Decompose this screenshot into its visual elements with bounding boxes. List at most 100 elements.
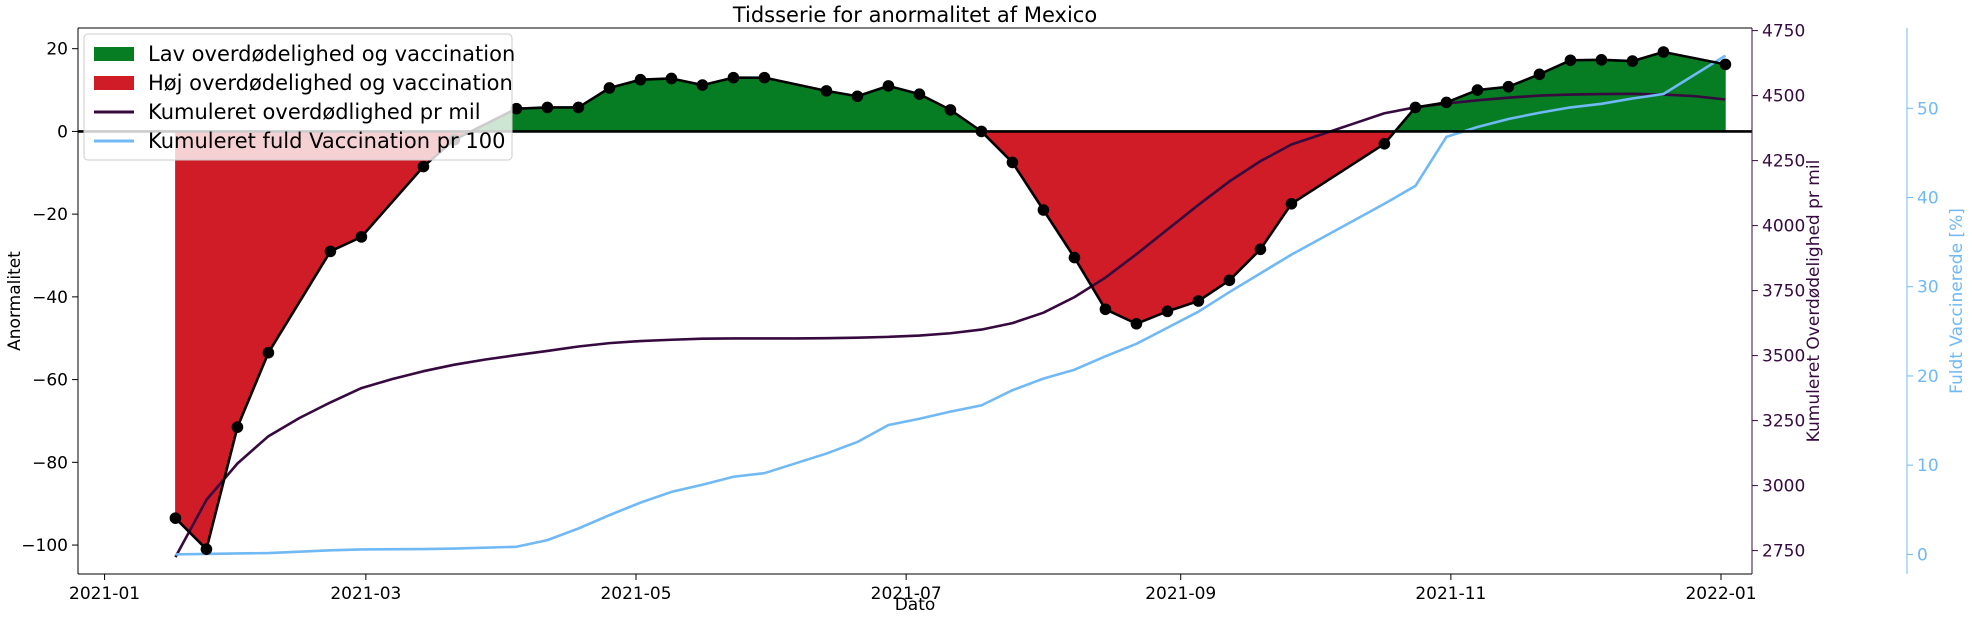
anomaly-point — [200, 543, 213, 555]
positive-fill-segment — [1663, 51, 1726, 132]
legend-entry: Høj overdødelighed og vaccination — [148, 71, 513, 95]
y-tick-label-mortality: 4750 — [1762, 22, 1805, 42]
legend: Lav overdødelighed og vaccination Høj ove… — [83, 33, 515, 161]
anomaly-point — [727, 71, 740, 84]
anomaly-point — [851, 90, 864, 103]
anomaly-point — [1533, 68, 1546, 81]
positive-fill-segment — [547, 107, 579, 132]
negative-fill-segment — [1291, 131, 1385, 205]
anomaly-point — [1440, 96, 1453, 109]
anomaly-point — [1719, 58, 1732, 71]
anomaly-point — [1223, 274, 1236, 287]
anomaly-point — [1192, 295, 1205, 307]
axes-layer: 2021-01 2021-03 2021-05 2021-07 2021-09 2021-… — [21, 22, 1938, 604]
anomaly-point — [324, 245, 337, 258]
y-tick-label-mortality: 4000 — [1762, 217, 1805, 237]
y-tick-label-mortality: 4500 — [1762, 87, 1805, 107]
anomaly-point — [882, 80, 895, 92]
y-tick-label-mortality: 3750 — [1762, 282, 1805, 302]
positive-fill-segment — [1508, 73, 1540, 132]
anomaly-point — [1037, 204, 1050, 216]
x-tick-label: 2021-01 — [69, 584, 140, 604]
anomaly-point — [1006, 156, 1019, 169]
y-tick-label-mortality: 3500 — [1762, 347, 1805, 367]
anomaly-point — [820, 85, 833, 97]
negative-fill-segment — [237, 131, 269, 428]
anomaly-point — [1626, 55, 1639, 67]
y-tick-label-left: −80 — [32, 453, 68, 473]
vaccination-line — [175, 54, 1727, 556]
negative-fill-segment — [268, 131, 331, 354]
anomaly-point — [262, 346, 275, 359]
anomaly-point — [541, 101, 554, 114]
legend-swatch-high — [94, 76, 134, 90]
anomaly-point — [603, 82, 616, 94]
anomaly-point — [1564, 54, 1577, 67]
negative-fill-segment — [1105, 131, 1137, 325]
negative-fill-segment — [1167, 131, 1199, 312]
y-tick-label-left: −20 — [32, 205, 68, 225]
y-tick-label-left: −100 — [21, 536, 68, 556]
x-tick-label: 2021-05 — [600, 584, 671, 604]
legend-box — [83, 33, 513, 161]
y-tick-label-left: 20 — [46, 40, 68, 60]
anomaly-point — [231, 421, 244, 433]
anomaly-point — [417, 160, 430, 173]
anomaly-point — [1130, 317, 1143, 330]
anomaly-point — [355, 231, 368, 243]
anomaly-point — [1378, 138, 1391, 150]
legend-entry: Lav overdødelighed og vaccination — [148, 42, 515, 66]
positive-fill-segment — [764, 77, 827, 132]
y-tick-label-mortality: 3250 — [1762, 412, 1805, 432]
anomaly-point — [1099, 303, 1112, 316]
y-tick-label-vaccinated: 50 — [1917, 99, 1939, 119]
y-axis-label-anomaly: Anormalitet — [5, 251, 25, 351]
x-tick-label: 2021-07 — [871, 584, 942, 604]
anomaly-point — [634, 73, 647, 86]
x-tick-label: 2021-09 — [1145, 584, 1216, 604]
legend-entry: Kumuleret fuld Vaccination pr 100 — [148, 129, 505, 153]
anomaly-point — [696, 79, 709, 91]
legend-swatch-low — [94, 47, 134, 61]
anomaly-point — [1471, 84, 1484, 96]
y-tick-label-vaccinated: 10 — [1917, 456, 1939, 476]
y-tick-label-left: −40 — [32, 288, 68, 308]
x-axis-label: Dato — [895, 595, 936, 615]
legend-entry: Kumuleret overdødlighed pr mil — [148, 100, 481, 124]
anomaly-point — [1657, 46, 1670, 58]
anomaly-point — [665, 72, 678, 85]
y-tick-label-left: −60 — [32, 371, 68, 391]
y-tick-label-vaccinated: 20 — [1917, 367, 1939, 387]
anomaly-point — [1068, 251, 1081, 264]
y-axis-label-mortality: Kumuleret Overdødelighed pr mil — [1804, 160, 1824, 443]
x-tick-label: 2021-03 — [330, 584, 401, 604]
positive-fill-segment — [857, 85, 889, 132]
anomaly-markers-layer — [169, 46, 1732, 555]
x-tick-label: 2021-11 — [1415, 584, 1486, 604]
anomaly-point — [975, 125, 988, 138]
positive-fill-segment — [1601, 59, 1633, 132]
x-tick-label: 2022-01 — [1685, 584, 1756, 604]
negative-fill-segment — [175, 131, 207, 550]
negative-fill-segment — [1260, 131, 1292, 251]
negative-fill-segment — [1136, 131, 1168, 325]
positive-fill-segment — [640, 78, 672, 132]
anomaly-point — [758, 71, 771, 84]
chart-title: Tidsserie for anormalitet af Mexico — [732, 3, 1097, 27]
anomaly-point — [1595, 54, 1608, 66]
negative-fill-segment — [1198, 131, 1230, 302]
y-axis-label-vaccinated: Fuldt Vaccinerede [%] — [1947, 208, 1967, 394]
anomaly-point — [1254, 243, 1267, 256]
y-tick-label-mortality: 3000 — [1762, 477, 1805, 497]
anomaly-point — [913, 88, 926, 100]
y-tick-label-vaccinated: 30 — [1917, 278, 1939, 298]
positive-fill-segment — [733, 77, 765, 132]
anomaly-point — [944, 104, 957, 116]
y-tick-label-mortality: 4250 — [1762, 152, 1805, 172]
mortality-line — [174, 92, 1726, 558]
anomaly-point — [572, 101, 585, 114]
negative-fill-segment — [1043, 131, 1075, 259]
anomaly-point — [1409, 101, 1422, 114]
y-tick-label-mortality: 2750 — [1762, 542, 1805, 562]
